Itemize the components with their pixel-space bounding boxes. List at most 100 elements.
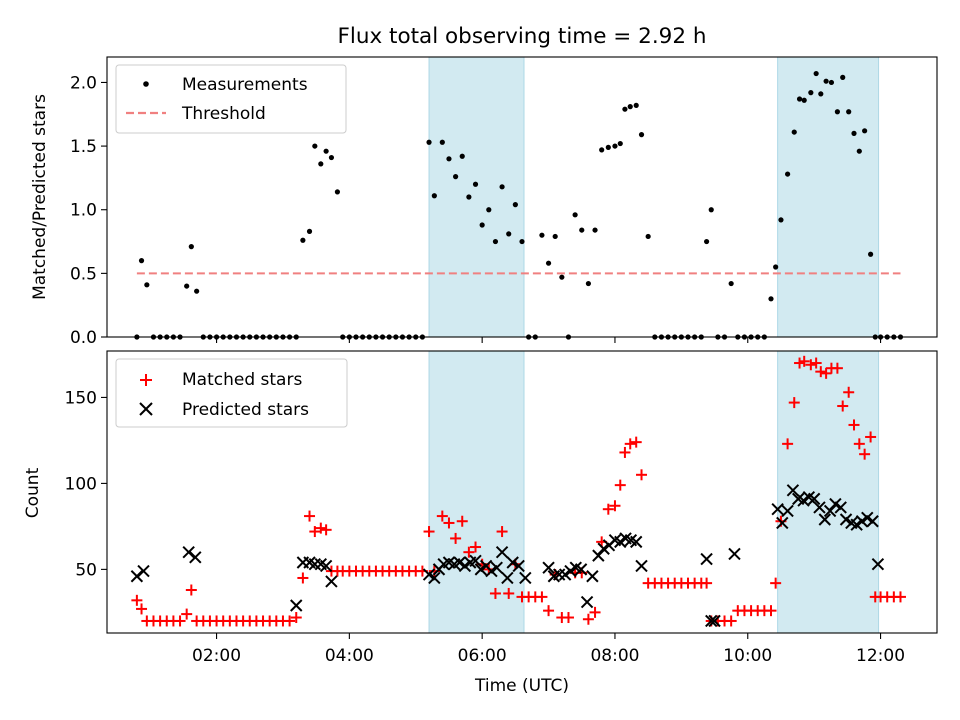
measurements-point xyxy=(796,96,803,102)
ratio-panel-y-label: Matched/Predicted stars xyxy=(30,94,50,300)
ratio-panel-frame xyxy=(106,56,938,338)
x-stroke-b xyxy=(807,492,821,506)
ratio-panel-x-ticks xyxy=(216,337,882,343)
measurements-point xyxy=(622,106,628,112)
predicted-stars-point xyxy=(458,559,472,573)
x-stroke-b xyxy=(813,501,826,514)
matched-stars-point xyxy=(788,397,800,409)
x-stroke-b xyxy=(453,556,466,569)
predicted-stars-point xyxy=(490,561,503,574)
x-stroke-b xyxy=(845,516,858,530)
predicted-stars-point xyxy=(597,542,610,555)
x-stroke-b xyxy=(700,552,713,566)
measurements-point xyxy=(431,193,437,199)
matched-stars-point xyxy=(450,532,462,544)
x-stroke-b xyxy=(630,535,643,549)
matched-stars-point xyxy=(185,584,197,596)
measurements-point xyxy=(472,181,479,187)
predicted-stars-point xyxy=(823,504,837,518)
matched-stars-point xyxy=(543,605,555,617)
x-stroke-b xyxy=(474,563,488,576)
predicted-stars-point xyxy=(485,564,498,578)
matched-stars-point xyxy=(582,613,594,625)
matched-stars-point xyxy=(782,438,794,450)
y-tick-label: 150 xyxy=(65,388,97,408)
x-stroke-b xyxy=(771,502,784,516)
ratio-panel-y-axis: 0.0 0.5 1.0 1.5 2.0 xyxy=(70,73,107,348)
x-stroke-b xyxy=(624,533,638,547)
count-panel-y-label: Count xyxy=(23,467,43,518)
measurements-point xyxy=(791,129,797,135)
measurements-point xyxy=(188,244,194,250)
predicted-stars-point xyxy=(614,535,627,549)
x-stroke-b xyxy=(325,575,338,588)
measurements-point xyxy=(466,194,472,200)
x-tick-label: 12:00 xyxy=(856,646,905,666)
measurements-point xyxy=(834,109,841,115)
y-tick-label: 0.0 xyxy=(70,328,97,348)
legend-box xyxy=(115,64,347,134)
measurements-point xyxy=(194,288,200,294)
measurements-point xyxy=(768,296,774,302)
x-stroke-b xyxy=(182,545,195,559)
x-stroke-b xyxy=(290,599,303,612)
measurements-point xyxy=(808,90,814,96)
x-stroke-b xyxy=(866,515,879,528)
matched-stars-point xyxy=(837,400,849,412)
x-tick-label: 04:00 xyxy=(325,646,374,666)
legend-matched-marker xyxy=(140,374,152,386)
predicted-stars-point xyxy=(130,570,144,583)
measurements-point xyxy=(144,282,150,288)
matched-stars-point xyxy=(589,606,601,618)
legend-threshold-label: Threshold xyxy=(181,104,266,124)
measurements-point xyxy=(617,140,623,147)
measurements-point xyxy=(300,237,306,243)
matched-stars-point xyxy=(562,612,574,624)
matched-stars-point xyxy=(181,608,193,620)
x-stroke-b xyxy=(705,614,718,628)
measurements-point xyxy=(539,232,545,238)
chart-title: Flux total observing time = 2.92 h xyxy=(338,24,707,49)
measurements-point xyxy=(585,280,592,287)
x-stroke-b xyxy=(855,515,869,528)
predicted-stars-point xyxy=(474,563,488,576)
measurements-point xyxy=(846,109,852,115)
measurements-point xyxy=(638,132,645,138)
predicted-stars-point xyxy=(700,552,713,566)
x-stroke-b xyxy=(818,513,831,526)
x-stroke-b xyxy=(490,561,503,574)
predicted-stars-point xyxy=(564,564,577,578)
y-tick-label: 1.0 xyxy=(70,201,97,221)
matched-stars-point xyxy=(609,500,621,512)
measurements-point xyxy=(851,130,857,136)
matched-stars-point xyxy=(496,526,508,538)
ratio-panel-legend: Measurements Threshold xyxy=(115,64,347,134)
matched-stars-point xyxy=(536,591,548,603)
x-stroke-b xyxy=(422,568,436,581)
matched-stars-point xyxy=(624,438,636,450)
measurements-point xyxy=(512,202,518,208)
measurements-point xyxy=(453,174,459,180)
highlight-bands xyxy=(428,56,880,338)
measurements-point xyxy=(599,147,605,153)
x-stroke-b xyxy=(635,559,648,573)
measurements-point xyxy=(728,280,734,287)
matched-stars-point xyxy=(770,577,782,589)
measurements-point xyxy=(552,233,558,240)
y-tick-label: 2.0 xyxy=(70,73,97,93)
measurements-point xyxy=(708,207,714,213)
matched-stars-point xyxy=(831,362,843,374)
x-stroke-b xyxy=(786,484,800,497)
predicted-stars-point xyxy=(580,595,594,609)
measurements-point xyxy=(492,238,499,245)
count-panel-frame xyxy=(106,350,938,634)
matched-stars-point xyxy=(423,526,435,538)
ratio-panel: 0.00.51.01.52.0 Matched/Predicted stars … xyxy=(30,56,938,348)
x-stroke-b xyxy=(580,595,594,609)
matched-stars-point xyxy=(853,438,865,450)
x-stroke-b xyxy=(519,571,532,585)
measurements-point xyxy=(627,104,633,110)
x-stroke-b xyxy=(614,535,627,549)
x-stroke-b xyxy=(597,542,610,555)
x-stroke-b xyxy=(802,490,816,504)
